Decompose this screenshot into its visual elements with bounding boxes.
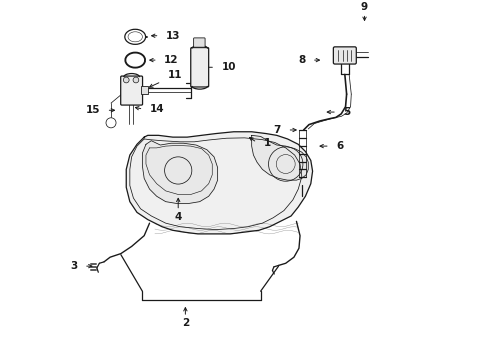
Text: 11: 11 — [167, 70, 182, 80]
Circle shape — [123, 77, 129, 83]
Text: 2: 2 — [182, 319, 189, 328]
Text: 3: 3 — [70, 261, 78, 271]
FancyBboxPatch shape — [333, 47, 356, 64]
FancyBboxPatch shape — [121, 76, 142, 105]
Text: 1: 1 — [263, 138, 270, 148]
Text: 12: 12 — [164, 55, 179, 65]
Polygon shape — [126, 132, 312, 234]
Bar — [141, 86, 148, 94]
Text: 13: 13 — [166, 31, 180, 41]
FancyBboxPatch shape — [190, 48, 208, 87]
Polygon shape — [251, 135, 307, 180]
Text: 5: 5 — [343, 107, 350, 117]
Text: 14: 14 — [150, 104, 164, 114]
Text: 8: 8 — [298, 55, 305, 65]
Circle shape — [133, 77, 139, 83]
Text: 6: 6 — [336, 141, 343, 151]
Text: 4: 4 — [174, 212, 182, 222]
Polygon shape — [142, 141, 217, 203]
FancyBboxPatch shape — [193, 38, 204, 47]
Text: 9: 9 — [360, 2, 367, 12]
Text: 10: 10 — [221, 62, 236, 72]
Text: 7: 7 — [273, 125, 281, 135]
Text: 15: 15 — [85, 105, 100, 115]
